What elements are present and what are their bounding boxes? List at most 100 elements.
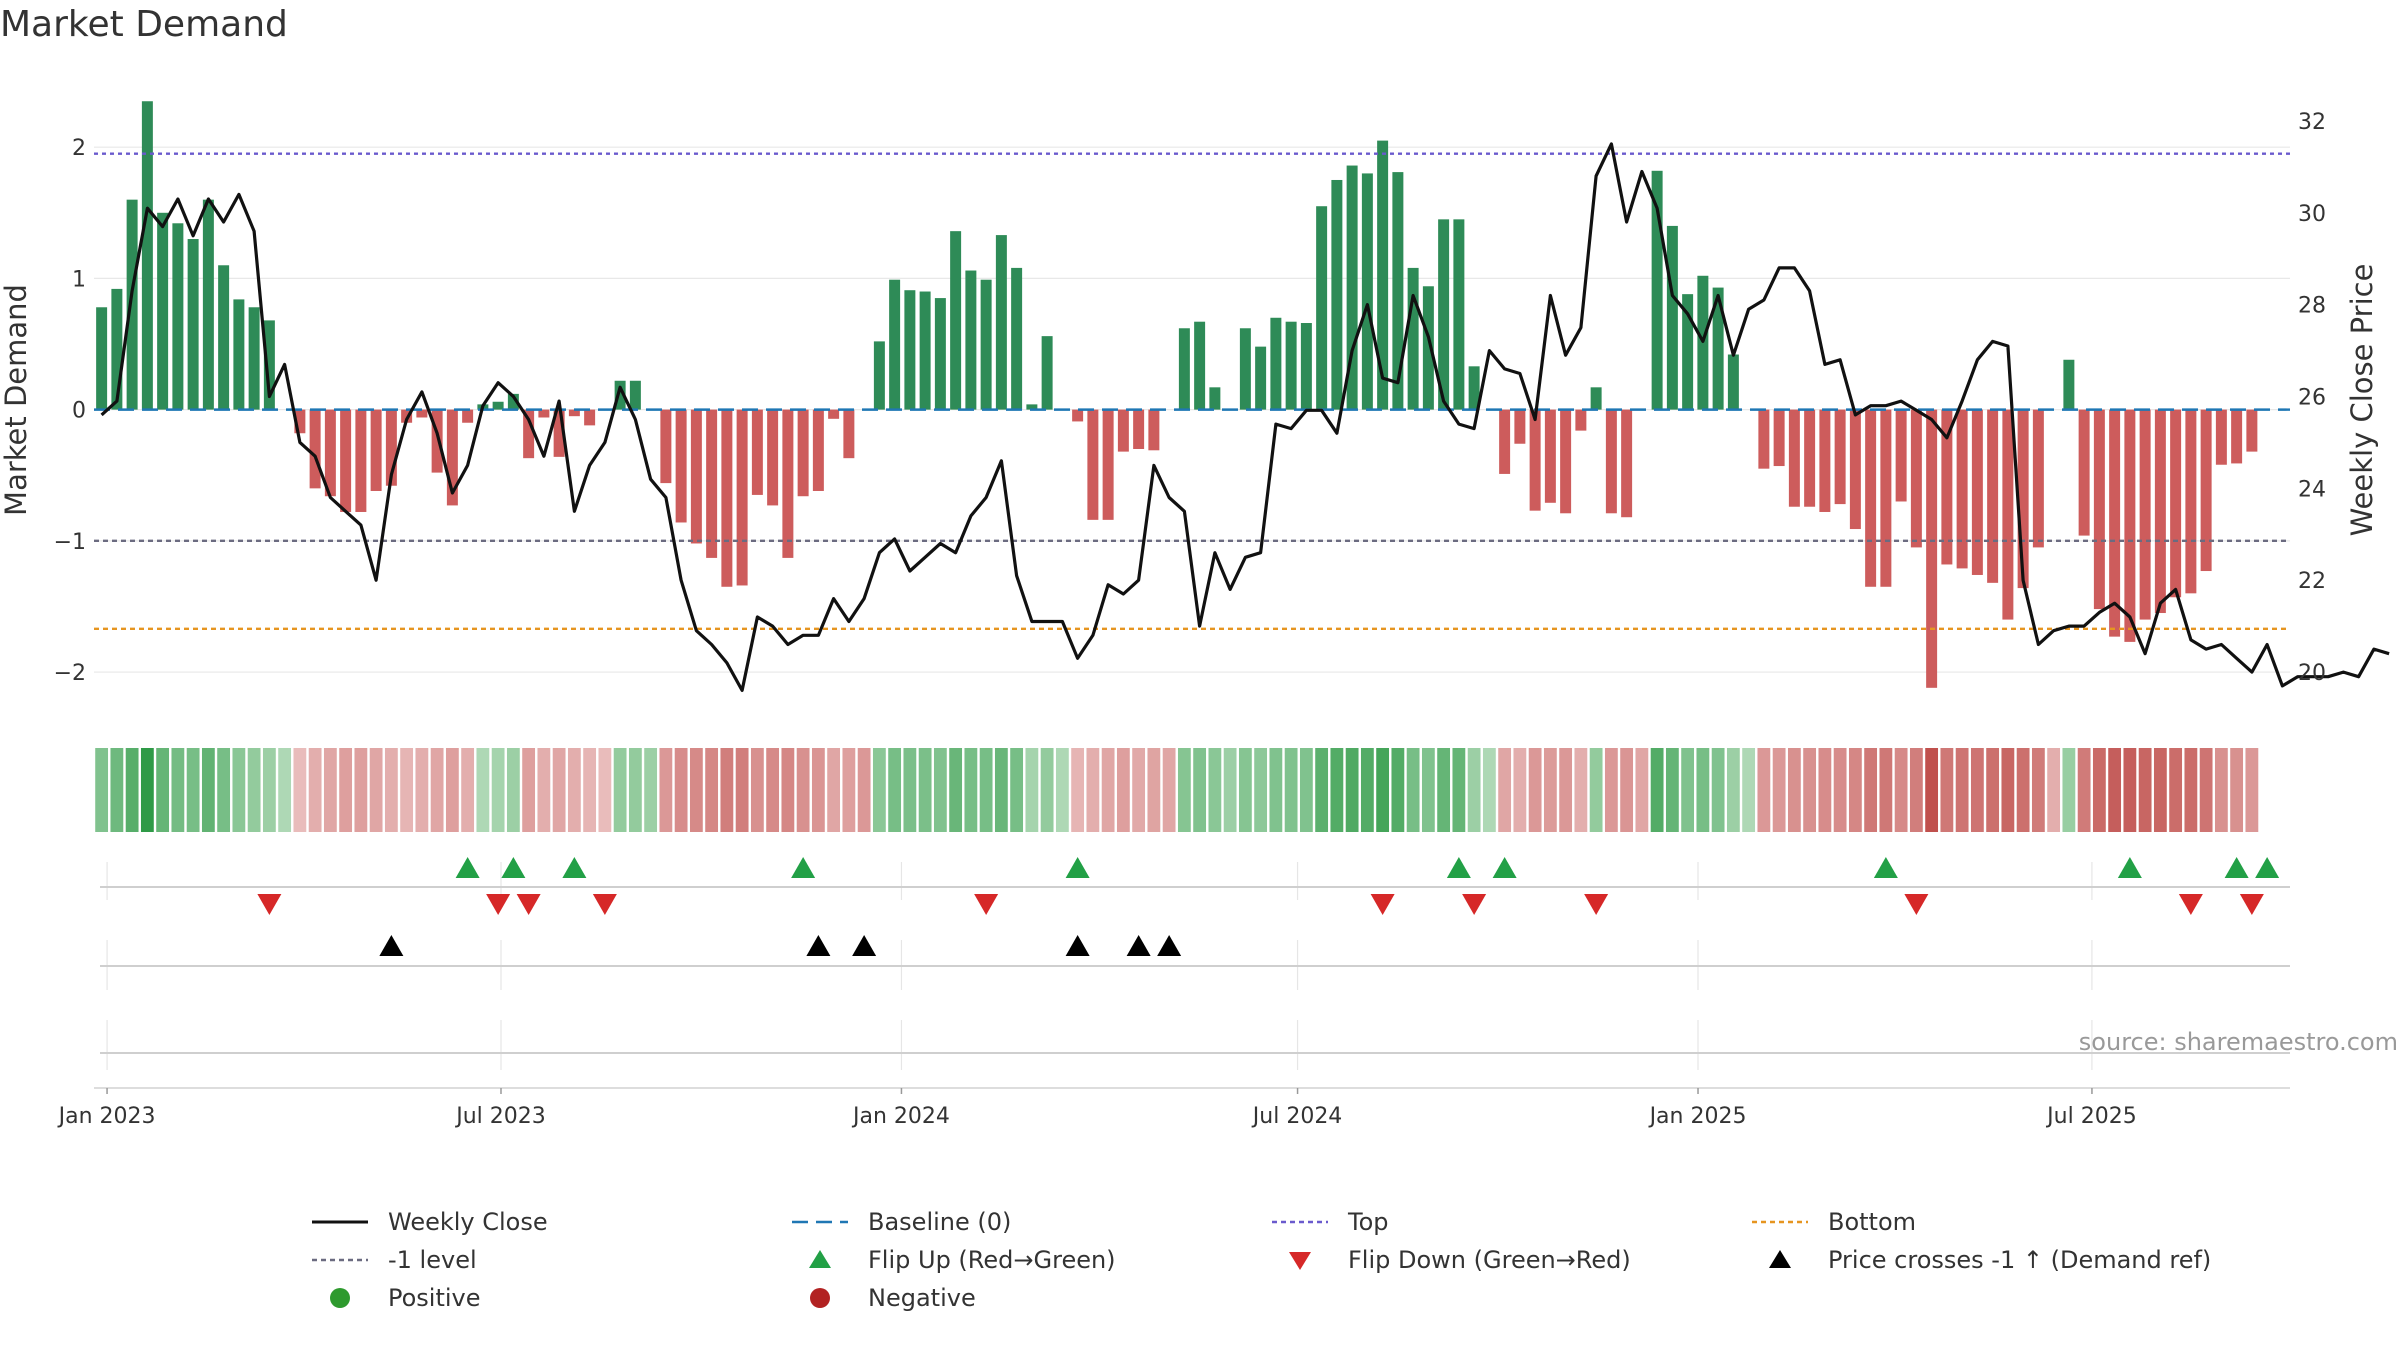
x-tick-label: Jan 2024 bbox=[851, 1104, 950, 1129]
legend-swatch bbox=[330, 1288, 350, 1308]
demand-bar bbox=[2063, 359, 2075, 410]
demand-bar bbox=[584, 409, 596, 426]
demand-bar bbox=[2185, 409, 2197, 594]
strip-cell bbox=[613, 748, 627, 832]
strip-cell bbox=[1360, 748, 1374, 832]
flip-up-marker bbox=[455, 857, 480, 878]
demand-bar bbox=[126, 199, 138, 410]
strip-cell bbox=[1604, 748, 1618, 832]
axes: 2 1 0 −1 −2 32 30 28 26 24 22 20 Jan 2023 Jul 2023 Jan… bbox=[54, 110, 2326, 1129]
y2-tick-label: 30 bbox=[2298, 202, 2326, 227]
strip-cell bbox=[1467, 748, 1481, 832]
legend-label: Weekly Close bbox=[388, 1208, 548, 1236]
demand-bar bbox=[1819, 409, 1831, 512]
demand-bar bbox=[446, 409, 458, 506]
demand-bar bbox=[1392, 172, 1404, 410]
demand-bar bbox=[2215, 409, 2227, 465]
demand-bar bbox=[1453, 219, 1465, 410]
demand-bar bbox=[736, 409, 748, 586]
strip-cell bbox=[720, 748, 734, 832]
demand-bar bbox=[1133, 409, 1145, 449]
strip-cell bbox=[1803, 748, 1817, 832]
demand-bar bbox=[751, 409, 763, 495]
strip-cell bbox=[628, 748, 642, 832]
demand-bar bbox=[1941, 409, 1953, 565]
strip-cell bbox=[1864, 748, 1878, 832]
y-axis-label: Market Demand bbox=[0, 284, 33, 516]
flip-down-marker bbox=[2239, 894, 2264, 915]
demand-bar bbox=[1270, 317, 1282, 410]
demand-bar bbox=[614, 380, 626, 410]
strip-cell bbox=[1833, 748, 1847, 832]
flip-down-marker bbox=[516, 894, 541, 915]
legend-item-flip_up: Flip Up (Red→Green) bbox=[790, 1246, 1116, 1274]
strip-cell bbox=[430, 748, 444, 832]
x-tick-label: Jul 2024 bbox=[1251, 1104, 1343, 1129]
demand-bar bbox=[690, 409, 702, 544]
flip-up-marker bbox=[1446, 857, 1471, 878]
flip-up-marker bbox=[1492, 857, 1517, 878]
flip-down-marker bbox=[1462, 894, 1487, 915]
demand-bar bbox=[324, 409, 336, 497]
strip-cell bbox=[1955, 748, 1969, 832]
y2-tick-label: 32 bbox=[2298, 110, 2326, 135]
strip-cell bbox=[2031, 748, 2045, 832]
demand-bar bbox=[1682, 294, 1694, 410]
demand-bar bbox=[1331, 179, 1343, 410]
y2-tick-label: 24 bbox=[2298, 477, 2326, 502]
demand-bar bbox=[553, 409, 565, 457]
strip-cell bbox=[2230, 748, 2244, 832]
demand-bar bbox=[950, 231, 962, 410]
demand-bar bbox=[2170, 409, 2182, 598]
legend-item-flip_down: Flip Down (Green→Red) bbox=[1270, 1246, 1631, 1274]
strip-cell bbox=[1879, 748, 1893, 832]
strip-cell bbox=[186, 748, 200, 832]
legend-swatch bbox=[810, 1288, 830, 1308]
demand-bar bbox=[1926, 409, 1938, 688]
demand-bar bbox=[1255, 346, 1267, 410]
demand-bar bbox=[1209, 387, 1221, 410]
strip-cell bbox=[522, 748, 536, 832]
demand-bar bbox=[1316, 206, 1328, 410]
flip-down-marker bbox=[257, 894, 282, 915]
demand-bar bbox=[2078, 409, 2090, 536]
demand-bar bbox=[1011, 267, 1023, 410]
strip-cell bbox=[705, 748, 719, 832]
strip-cell bbox=[1909, 748, 1923, 832]
strip-cell bbox=[1177, 748, 1191, 832]
strip-cell bbox=[1742, 748, 1756, 832]
y2-tick-label: 28 bbox=[2298, 294, 2326, 319]
strip-cell bbox=[1696, 748, 1710, 832]
strip-cell bbox=[262, 748, 276, 832]
strip-cell bbox=[1970, 748, 1984, 832]
strip-cell bbox=[1116, 748, 1130, 832]
demand-bar bbox=[1178, 328, 1190, 410]
demand-bar bbox=[2231, 409, 2243, 464]
strip-cell bbox=[796, 748, 810, 832]
strip-cell bbox=[2184, 748, 2198, 832]
legend-swatch bbox=[809, 1250, 831, 1268]
strip-cell bbox=[750, 748, 764, 832]
y-tick-label: −1 bbox=[54, 530, 86, 555]
strip-cell bbox=[308, 748, 322, 832]
demand-bar bbox=[1117, 409, 1129, 452]
demand-bar bbox=[919, 291, 931, 410]
demand-bar bbox=[995, 235, 1007, 410]
demand-bar bbox=[187, 239, 199, 410]
legend-swatch bbox=[1752, 1220, 1808, 1224]
demand-bar bbox=[431, 409, 443, 473]
legend-item-price: Weekly Close bbox=[310, 1208, 548, 1236]
legend-item-minus1: -1 level bbox=[310, 1246, 477, 1274]
y2-tick-label: 22 bbox=[2298, 569, 2326, 594]
strip-cell bbox=[1940, 748, 1954, 832]
flip-up-marker bbox=[791, 857, 816, 878]
strip-cell bbox=[156, 748, 170, 832]
strip-cell bbox=[2108, 748, 2122, 832]
y-tick-label: 0 bbox=[72, 399, 86, 424]
strip-cell bbox=[293, 748, 307, 832]
strip-cell bbox=[1650, 748, 1664, 832]
demand-bar bbox=[2017, 409, 2029, 589]
demand-bar bbox=[1621, 409, 1633, 518]
flip-down-marker bbox=[1370, 894, 1395, 915]
strip-cell bbox=[598, 748, 612, 832]
